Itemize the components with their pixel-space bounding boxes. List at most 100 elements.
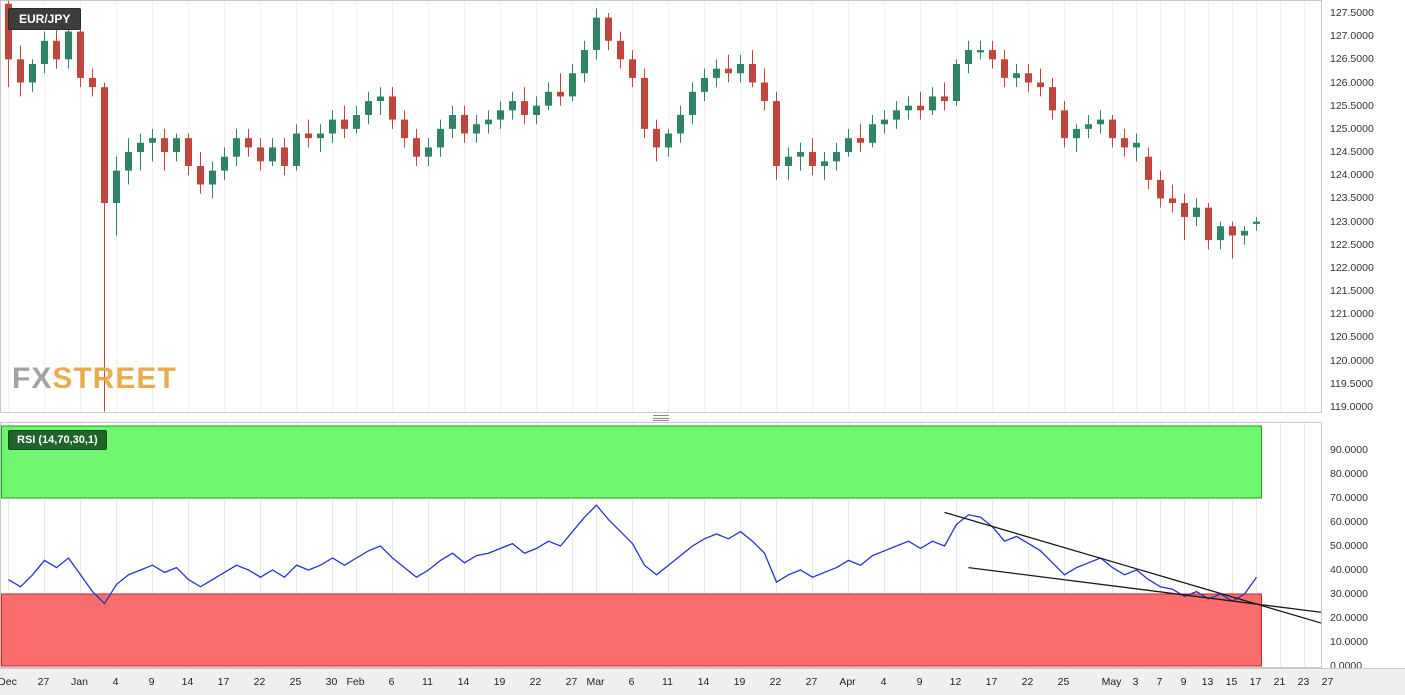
candle-body: [1157, 179, 1164, 199]
candle-body: [1169, 198, 1176, 204]
candle-body: [53, 40, 60, 60]
candle-body: [437, 128, 444, 148]
x-axis-label: 15: [1225, 676, 1238, 688]
x-axis-label: 9: [1180, 676, 1187, 688]
candle-body: [917, 105, 924, 111]
candle-body: [281, 147, 288, 166]
price-axis-label: 123.0000: [1330, 215, 1374, 228]
price-y-axis[interactable]: 127.5000 127.0000 126.5000 126.0000 125.5000…: [1326, 0, 1405, 413]
candle-body: [881, 119, 888, 125]
candle-body: [869, 124, 876, 143]
candle-body: [1097, 119, 1104, 125]
price-axis-label: 126.0000: [1330, 76, 1374, 89]
x-axis-label: 21: [1273, 676, 1286, 688]
x-axis-label: 19: [733, 676, 746, 688]
candlesticks: [5, 1, 1260, 412]
x-axis-label: 25: [289, 676, 302, 688]
candle-body: [1121, 138, 1128, 148]
candle-body: [665, 133, 672, 148]
candle-body: [461, 114, 468, 134]
candle-body: [449, 114, 456, 129]
x-axis-label: 14: [181, 676, 194, 688]
price-panel[interactable]: [0, 0, 1322, 413]
x-axis-label: Dec: [0, 676, 17, 688]
candle-body: [965, 50, 972, 64]
price-axis-label: 120.0000: [1330, 354, 1374, 367]
x-axis-label: 22: [769, 676, 782, 688]
candle-body: [209, 170, 216, 185]
x-axis-label: 14: [697, 676, 710, 688]
candle-body: [581, 50, 588, 74]
x-axis-label: 17: [217, 676, 230, 688]
candle-body: [569, 73, 576, 97]
rsi-chart-svg[interactable]: [1, 423, 1321, 667]
candle-body: [1061, 110, 1068, 139]
x-axis-label: 7: [1156, 676, 1163, 688]
candle-body: [1145, 156, 1152, 180]
x-axis-label: 13: [1201, 676, 1214, 688]
candle-body: [401, 119, 408, 139]
candle-body: [149, 138, 156, 143]
candle-body: [161, 138, 168, 153]
candle-body: [629, 59, 636, 78]
x-axis-label: 22: [529, 676, 542, 688]
candle-body: [509, 101, 516, 111]
x-axis-label: 27: [1321, 676, 1334, 688]
candlestick-chart-svg[interactable]: [1, 1, 1321, 412]
candle-body: [1085, 124, 1092, 129]
candle-body: [101, 87, 108, 204]
candle-body: [545, 91, 552, 106]
candle-body: [1241, 230, 1248, 236]
x-axis-label: 19: [493, 676, 506, 688]
rsi-y-axis[interactable]: 90.0000 80.0000 70.0000 60.0000 50.0000 40.00…: [1326, 422, 1405, 672]
candle-body: [17, 59, 24, 83]
rsi-panel[interactable]: [0, 422, 1322, 668]
rsi-axis-label: 90.0000: [1330, 444, 1368, 456]
candle-body: [521, 101, 528, 115]
x-axis-label: Jan: [71, 676, 88, 688]
price-axis-label: 120.5000: [1330, 331, 1374, 344]
rsi-axis-label: 50.0000: [1330, 540, 1368, 552]
candle-body: [1037, 82, 1044, 88]
candle-body: [833, 152, 840, 162]
candle-body: [845, 138, 852, 153]
candle-body: [929, 96, 936, 111]
candle-body: [125, 152, 132, 171]
candle-body: [593, 17, 600, 51]
candle-body: [221, 156, 228, 171]
candle-body: [245, 138, 252, 148]
candle-body: [413, 138, 420, 157]
x-axis-label: 22: [1021, 676, 1034, 688]
candle-body: [977, 50, 984, 53]
candle-body: [1181, 203, 1188, 217]
candle-body: [89, 77, 96, 88]
candle-body: [353, 114, 360, 129]
candle-body: [65, 31, 72, 60]
candle-body: [821, 161, 828, 166]
candle-body: [1229, 226, 1236, 236]
x-axis-label: 22: [253, 676, 266, 688]
candle-body: [725, 68, 732, 74]
x-axis-label: 12: [949, 676, 962, 688]
symbol-badge: EUR/JPY: [8, 8, 82, 30]
price-axis-label: 127.5000: [1330, 7, 1374, 19]
price-axis-label: 121.0000: [1330, 308, 1374, 321]
candle-body: [269, 147, 276, 162]
x-axis[interactable]: Dec 27 Jan 4 9 14 17 22 25 30 Feb 6 11 14 19 22 27 Mar 6 11…: [0, 668, 1405, 695]
candle-body: [1001, 59, 1008, 78]
candle-body: [293, 133, 300, 166]
price-axis-label: 119.0000: [1330, 401, 1374, 413]
candle-body: [197, 165, 204, 185]
price-axis-label: 127.0000: [1330, 30, 1374, 43]
candle-body: [473, 124, 480, 134]
rsi-line: [8, 504, 1258, 605]
candle-body: [533, 105, 540, 115]
candle-body: [701, 77, 708, 92]
candle-body: [305, 133, 312, 139]
candle-body: [377, 96, 384, 102]
splitter-grip-icon[interactable]: [653, 414, 669, 421]
panel-splitter[interactable]: [0, 413, 1322, 422]
candle-body: [1109, 119, 1116, 139]
x-axis-label: 23: [1297, 676, 1310, 688]
x-axis-label: 17: [1249, 676, 1262, 688]
